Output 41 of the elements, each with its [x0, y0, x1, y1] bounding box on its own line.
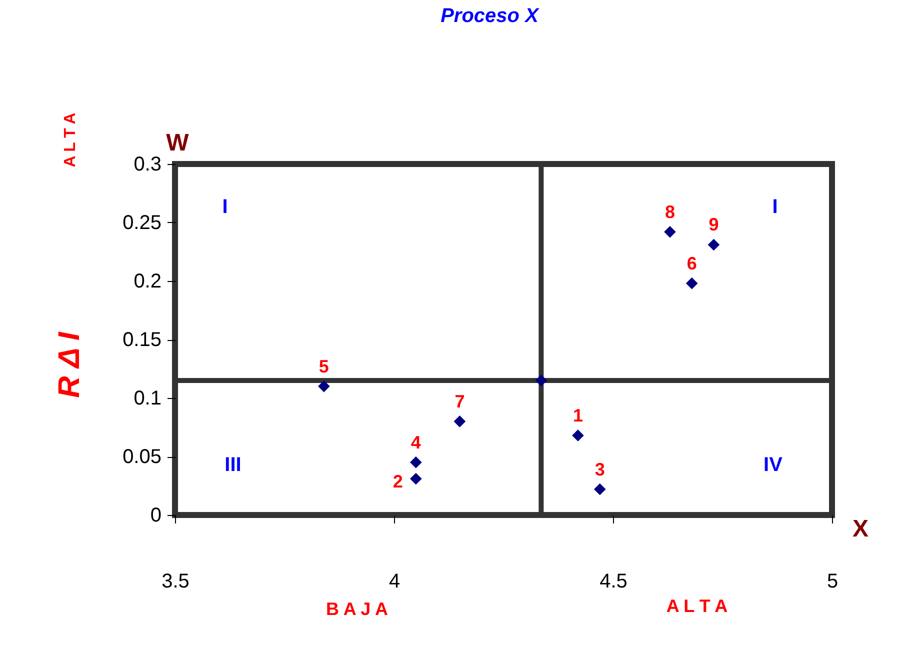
point: [410, 456, 422, 468]
y-tick-label: 0.1: [134, 388, 162, 410]
point: [318, 380, 330, 392]
y-tick-label: 0.05: [122, 446, 162, 468]
x-axis-title: X: [852, 516, 869, 542]
x-tick-label: 4: [388, 570, 400, 592]
x-tick-label: 4.5: [600, 570, 628, 592]
point: [686, 277, 698, 290]
annotation: 6: [686, 253, 697, 274]
x-tick-label: 5: [826, 570, 838, 592]
point: [594, 483, 606, 496]
y-axis-title: W: [166, 130, 190, 156]
annotation: 4: [410, 432, 421, 452]
annotation: I: [772, 196, 778, 218]
annotation: 5: [318, 356, 329, 376]
annotation: 8: [664, 202, 675, 222]
text: A L T A: [62, 112, 79, 168]
text: R Δ I: [53, 331, 86, 398]
x-tick-label: 3.5: [162, 570, 190, 592]
text: A L T A: [666, 596, 728, 616]
annotation: 7: [454, 391, 465, 412]
point: [572, 430, 584, 442]
y-tick-label: 0: [150, 504, 162, 526]
annotation: III: [224, 454, 242, 476]
annotation: 2: [392, 472, 403, 492]
point: [708, 238, 720, 251]
point: [410, 472, 422, 485]
point: [535, 374, 548, 386]
annotation: 3: [594, 459, 605, 480]
point: [664, 226, 676, 238]
annotation: 1: [572, 405, 583, 426]
y-tick-label: 0.25: [122, 212, 162, 234]
point: [454, 415, 466, 428]
annotation: I: [222, 196, 228, 218]
annotation: 9: [708, 214, 719, 235]
annotation: IV: [764, 454, 784, 476]
y-tick-label: 0.15: [122, 329, 162, 351]
chart-title: Proceso X: [440, 5, 540, 28]
text: B A J A: [326, 599, 388, 619]
y-tick-label: 0.3: [134, 154, 162, 176]
y-tick-label: 0.2: [134, 270, 162, 292]
